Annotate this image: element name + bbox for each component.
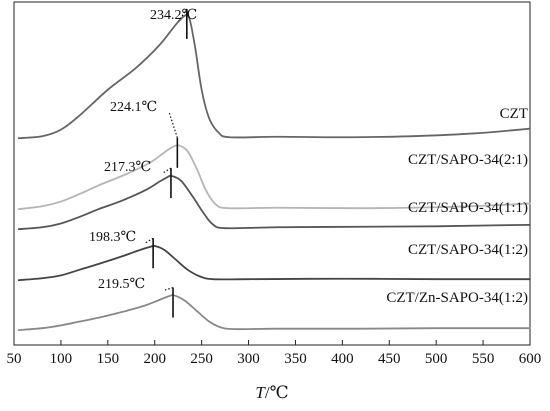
x-tick-label: 550 xyxy=(472,351,495,367)
x-tick-label: 200 xyxy=(143,351,166,367)
peak-leader-dots xyxy=(144,237,154,244)
x-tick-label: 250 xyxy=(190,351,213,367)
peak-leader-dots xyxy=(164,286,174,291)
series-line xyxy=(17,294,531,331)
series-label: CZT xyxy=(500,106,528,122)
series-label: CZT/Zn-SAPO-34(1:2) xyxy=(386,290,528,306)
x-tick-label: 100 xyxy=(50,351,73,367)
x-axis-variable: T xyxy=(255,383,266,402)
series-label: CZT/SAPO-34(2:1) xyxy=(408,152,528,168)
series-line xyxy=(17,144,531,211)
x-axis-label: T/℃ xyxy=(255,383,288,402)
series-line xyxy=(17,13,531,140)
peak-label: 234.2℃ xyxy=(150,8,197,23)
x-tick-label: 350 xyxy=(284,351,307,367)
peak-marker-layer xyxy=(144,8,188,318)
x-axis-ticks: 50 100 150 200 250 300 350 400 450 500 550 600 xyxy=(7,340,542,367)
peak-label: 219.5℃ xyxy=(98,277,145,292)
series-line xyxy=(17,244,531,282)
series-label: CZT/SAPO-34(1:1) xyxy=(408,200,528,216)
x-tick-label: 150 xyxy=(97,351,120,367)
label-layer: 234.2℃ CZT 224.1℃ CZT/SAPO-34(2:1) 217.3℃ CZT… xyxy=(89,8,528,306)
peak-label: 198.3℃ xyxy=(89,230,136,245)
peak-label: 224.1℃ xyxy=(110,100,157,115)
x-tick-label: 500 xyxy=(425,351,448,367)
series-line xyxy=(17,174,531,231)
peak-leader-dots xyxy=(178,8,188,22)
x-tick-label: 450 xyxy=(378,351,401,367)
x-tick-label: 400 xyxy=(331,351,354,367)
peak-label: 217.3℃ xyxy=(104,160,151,175)
x-tick-label: 300 xyxy=(237,351,260,367)
x-tick-label: 600 xyxy=(519,351,542,367)
plot-frame xyxy=(13,1,531,346)
series-layer xyxy=(17,13,531,331)
series-label: CZT/SAPO-34(1:2) xyxy=(408,242,528,258)
x-tick-label: 50 xyxy=(7,351,22,367)
peak-leader-dots xyxy=(162,167,172,174)
peak-leader-dots xyxy=(168,112,178,138)
x-axis-unit: /℃ xyxy=(265,383,289,402)
